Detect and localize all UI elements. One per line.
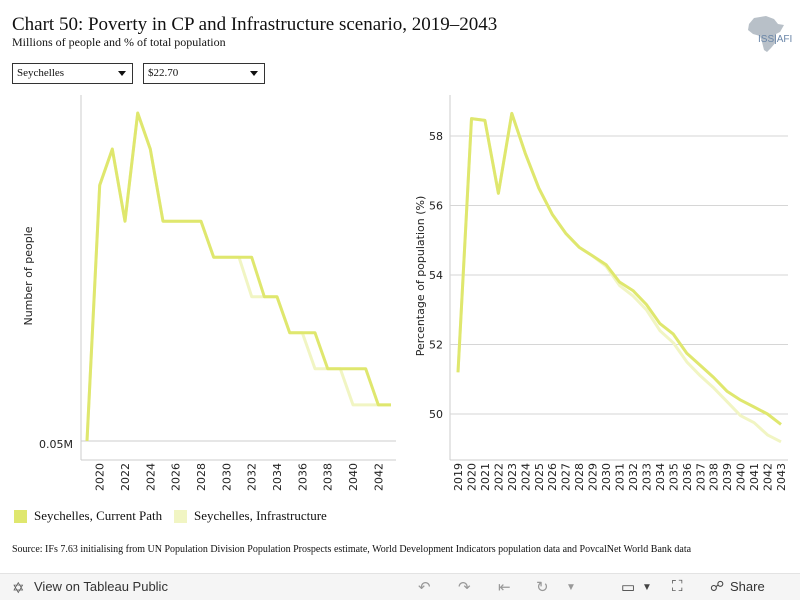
series-line-current-path (85, 111, 391, 442)
x-tick-label: 2025 (533, 463, 546, 491)
redo-icon[interactable]: ↷ (458, 579, 471, 596)
view-on-tableau-label: View on Tableau Public (34, 579, 168, 594)
page-title: Chart 50: Poverty in CP and Infrastructu… (12, 14, 498, 35)
legend-label: Seychelles, Current Path (34, 508, 163, 523)
x-tick-label: 2039 (721, 463, 734, 491)
view-on-tableau-link[interactable]: ✡ View on Tableau Public (12, 579, 168, 597)
x-tick-label: 2043 (775, 463, 788, 491)
share-icon: ☍ (710, 578, 725, 594)
x-tick-label: 2036 (296, 463, 309, 491)
x-tick-label: 2038 (322, 463, 335, 491)
x-tick-label: 2040 (735, 463, 748, 491)
x-tick-label: 2034 (271, 463, 284, 491)
tableau-footer: ✡ View on Tableau Public ↶ ↷ ⇤ ↻ ▼ ▭ ▼ ⛶… (0, 573, 800, 600)
share-label: Share (730, 579, 765, 594)
x-tick-label: 2030 (600, 463, 613, 491)
x-tick-label: 2041 (748, 463, 761, 491)
chevron-down-icon (250, 71, 258, 76)
refresh-icon[interactable]: ↻ (536, 579, 549, 596)
y-axis-title: Number of people (22, 226, 35, 325)
x-tick-label: 2037 (694, 463, 707, 491)
x-tick-label: 2022 (492, 463, 505, 491)
y-axis-title: Percentage of population (%) (414, 196, 427, 357)
legend-swatch (14, 510, 27, 523)
revert-icon[interactable]: ⇤ (498, 579, 511, 596)
y-tick-label: 0.05M (39, 438, 73, 451)
fullscreen-icon[interactable]: ⛶ (672, 578, 683, 595)
x-tick-label: 2024 (144, 463, 157, 491)
x-tick-label: 2029 (587, 463, 600, 491)
x-tick-label: 2032 (246, 463, 259, 491)
x-tick-label: 2020 (94, 463, 107, 491)
x-tick-label: 2019 (452, 463, 465, 491)
x-tick-label: 2028 (573, 463, 586, 491)
undo-icon[interactable]: ↶ (418, 579, 431, 596)
x-tick-label: 2021 (479, 463, 492, 491)
x-tick-label: 2022 (119, 463, 132, 491)
chevron-down-icon (118, 71, 126, 76)
x-tick-label: 2040 (347, 463, 360, 491)
chevron-down-icon[interactable]: ▼ (642, 582, 652, 593)
legend-label: Seychelles, Infrastructure (194, 508, 327, 523)
chevron-down-icon[interactable]: ▼ (566, 582, 576, 593)
x-tick-label: 2023 (506, 463, 519, 491)
x-tick-label: 2027 (560, 463, 573, 491)
x-tick-label: 2036 (681, 463, 694, 491)
x-tick-label: 2026 (546, 463, 559, 491)
x-tick-label: 2031 (614, 463, 627, 491)
x-tick-label: 2030 (220, 463, 233, 491)
y-tick-label: 50 (429, 408, 443, 421)
source-note: Source: IFs 7.63 initialising from UN Po… (12, 544, 692, 555)
y-tick-label: 58 (429, 130, 443, 143)
x-tick-label: 2024 (519, 463, 532, 491)
tableau-logo-icon: ✡ (12, 580, 25, 597)
x-tick-label: 2038 (708, 463, 721, 491)
x-tick-label: 2033 (640, 463, 653, 491)
series-line-current-path (456, 111, 782, 426)
page-subtitle: Millions of people and % of total popula… (12, 35, 226, 49)
y-tick-label: 52 (429, 339, 443, 352)
x-tick-label: 2042 (372, 463, 385, 491)
y-tick-label: 56 (429, 200, 443, 213)
x-tick-label: 2028 (195, 463, 208, 491)
x-tick-label: 2034 (654, 463, 667, 491)
country-select-value: Seychelles (17, 67, 65, 79)
poverty-line-select-value: $22.70 (148, 67, 179, 79)
x-tick-label: 2035 (667, 463, 680, 491)
y-tick-label: 54 (429, 269, 443, 282)
x-tick-label: 2042 (762, 463, 775, 491)
share-button[interactable]: ☍ Share (710, 578, 765, 594)
logo-text: ISS|AFI (758, 34, 793, 45)
x-tick-label: 2020 (465, 463, 478, 491)
legend-swatch (174, 510, 187, 523)
poverty-line-select[interactable]: $22.70 (143, 63, 265, 84)
download-icon[interactable]: ▭ (621, 579, 636, 596)
series-line-infrastructure (456, 111, 782, 444)
country-select[interactable]: Seychelles (12, 63, 133, 84)
x-tick-label: 2026 (170, 463, 183, 491)
africa-map-icon (748, 16, 784, 52)
x-tick-label: 2032 (627, 463, 640, 491)
